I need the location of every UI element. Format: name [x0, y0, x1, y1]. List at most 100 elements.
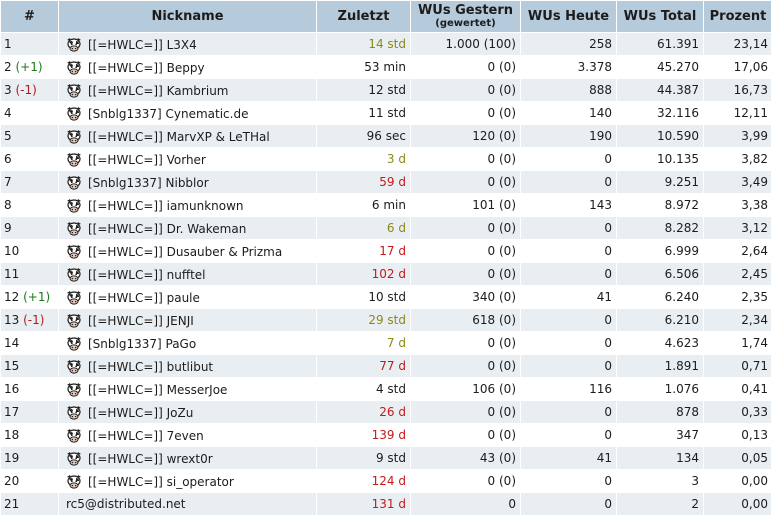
nickname: [Snblg1337] PaGo [88, 336, 197, 351]
table-row: 19 [[=HWLC=]] wrext0r 9 std 43 (0) 41 13… [1, 447, 771, 469]
nickname: [[=HWLC=]] L3X4 [88, 37, 197, 52]
wus-yesterday-label: WUs Gestern [417, 3, 514, 18]
col-percent-header[interactable]: Prozent [704, 1, 771, 32]
rank-number: 16 [4, 382, 20, 396]
wus-yesterday-counted: (0) [495, 198, 516, 212]
wus-yesterday-value: 106 [472, 382, 496, 396]
wus-total-cell: 61.391 [617, 33, 703, 55]
percent-cell: 3,12 [704, 217, 771, 239]
nickname-cell: [[=HWLC=]] L3X4 [59, 33, 316, 55]
wus-yesterday-cell: 0 (0) [411, 171, 520, 193]
nickname: [Snblg1337] Cynematic.de [88, 106, 249, 121]
wus-yesterday-sublabel: (gewertet) [435, 18, 496, 29]
cow-icon [66, 60, 82, 75]
cow-icon [66, 129, 82, 144]
rank-cell: 4 [1, 102, 58, 124]
wus-total-cell: 4.623 [617, 332, 703, 354]
wus-today-cell: 41 [521, 447, 616, 469]
wus-total-cell: 6.506 [617, 263, 703, 285]
wus-today-cell: 258 [521, 33, 616, 55]
wus-total-cell: 8.972 [617, 194, 703, 216]
percent-cell: 1,74 [704, 332, 771, 354]
wus-yesterday-cell: 0 (0) [411, 56, 520, 78]
percent-cell: 23,14 [704, 33, 771, 55]
rank-cell: 14 [1, 332, 58, 354]
table-row: 11 [[=HWLC=]] nufftel 102 d 0 (0) 0 6.50… [1, 263, 771, 285]
last-seen-cell: 131 d [317, 493, 410, 515]
nickname: [[=HWLC=]] Vorher [88, 152, 206, 167]
wus-total-cell: 6.240 [617, 286, 703, 308]
col-last-header[interactable]: Zuletzt [317, 1, 410, 32]
last-seen-cell: 14 std [317, 33, 410, 55]
table-row: 7 [Snblg1337] Nibblor 59 d 0 (0) 0 9.251… [1, 171, 771, 193]
nickname-cell: [[=HWLC=]] JoZu [59, 401, 316, 423]
wus-yesterday-value: 0 [487, 60, 496, 74]
rank-number: 12 [4, 290, 20, 304]
table-row: 20 [[=HWLC=]] si_operator 124 d 0 (0) 0 … [1, 470, 771, 492]
nickname-cell: [[=HWLC=]] si_operator [59, 470, 316, 492]
wus-yesterday-value: 618 [472, 313, 496, 327]
nickname: [[=HWLC=]] wrext0r [88, 451, 213, 466]
nickname: [[=HWLC=]] Dusauber & Prizma [88, 244, 283, 259]
cow-icon [66, 313, 82, 328]
table-row: 8 [[=HWLC=]] iamunknown 6 min 101 (0) 14… [1, 194, 771, 216]
rank-number: 18 [4, 428, 20, 442]
table-row: 21 rc5@distributed.net 131 d 0 0 2 0,00 [1, 493, 771, 515]
col-wus-today-header[interactable]: WUs Heute [521, 1, 616, 32]
rank-number: 3 [4, 83, 12, 97]
wus-today-cell: 888 [521, 79, 616, 101]
rank-change: (-1) [19, 313, 45, 327]
wus-today-cell: 0 [521, 309, 616, 331]
last-seen-cell: 96 sec [317, 125, 410, 147]
percent-cell: 17,06 [704, 56, 771, 78]
rank-number: 6 [4, 152, 12, 166]
nickname: [[=HWLC=]] JoZu [88, 405, 194, 420]
table-row: 4 [Snblg1337] Cynematic.de 11 std 0 (0) … [1, 102, 771, 124]
cow-icon [66, 106, 82, 121]
wus-yesterday-counted: (0) [495, 382, 516, 396]
col-nickname-header[interactable]: Nickname [59, 1, 316, 32]
rank-number: 11 [4, 267, 20, 281]
wus-yesterday-cell: 0 [411, 493, 520, 515]
percent-cell: 0,00 [704, 493, 771, 515]
percent-cell: 3,99 [704, 125, 771, 147]
wus-yesterday-counted: (0) [495, 290, 516, 304]
last-seen-cell: 59 d [317, 171, 410, 193]
percent-cell: 0,71 [704, 355, 771, 377]
last-seen-cell: 10 std [317, 286, 410, 308]
wus-yesterday-value: 0 [487, 428, 496, 442]
cow-icon [66, 221, 82, 236]
rank-number: 13 [4, 313, 20, 327]
cow-icon [66, 152, 82, 167]
percent-cell: 12,11 [704, 102, 771, 124]
nickname: [[=HWLC=]] Kambrium [88, 83, 229, 98]
percent-cell: 0,05 [704, 447, 771, 469]
nickname-cell: [[=HWLC=]] paule [59, 286, 316, 308]
wus-today-cell: 0 [521, 240, 616, 262]
table-row: 18 [[=HWLC=]] 7even 139 d 0 (0) 0 347 0,… [1, 424, 771, 446]
rank-number: 20 [4, 474, 20, 488]
rank-cell: 13 (-1) [1, 309, 58, 331]
percent-cell: 16,73 [704, 79, 771, 101]
wus-today-cell: 3.378 [521, 56, 616, 78]
nickname-cell: [[=HWLC=]] nufftel [59, 263, 316, 285]
wus-total-cell: 10.590 [617, 125, 703, 147]
wus-today-cell: 190 [521, 125, 616, 147]
wus-total-cell: 8.282 [617, 217, 703, 239]
col-rank-header[interactable]: # [1, 1, 58, 32]
wus-yesterday-value: 0 [508, 497, 516, 511]
rank-cell: 5 [1, 125, 58, 147]
nickname-cell: [Snblg1337] Nibblor [59, 171, 316, 193]
col-wus-total-header[interactable]: WUs Total [617, 1, 703, 32]
wus-yesterday-value: 120 [472, 129, 496, 143]
col-wus-yesterday-header[interactable]: WUs Gestern (gewertet) [411, 1, 520, 32]
wus-yesterday-cell: 0 (0) [411, 355, 520, 377]
last-seen-cell: 4 std [317, 378, 410, 400]
nickname-cell: [[=HWLC=]] wrext0r [59, 447, 316, 469]
wus-yesterday-cell: 618 (0) [411, 309, 520, 331]
wus-total-cell: 3 [617, 470, 703, 492]
wus-yesterday-counted: (0) [495, 175, 516, 189]
wus-yesterday-cell: 0 (0) [411, 217, 520, 239]
cow-icon [66, 244, 82, 259]
rank-cell: 3 (-1) [1, 79, 58, 101]
